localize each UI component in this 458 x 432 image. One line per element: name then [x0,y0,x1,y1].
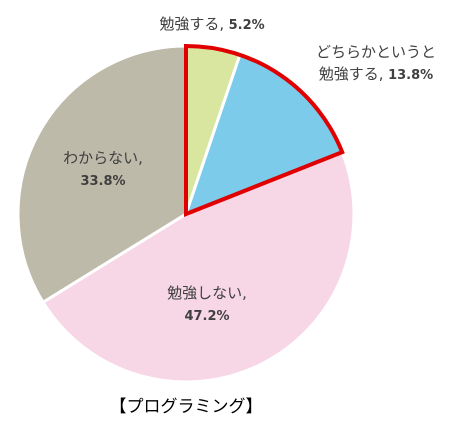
slice-value-label: 13.8% [384,68,434,83]
slice-label-text: わからない, [63,149,143,167]
slice-label-name: 勉強する, [319,65,384,83]
slice-value-label: 47.2% [184,309,229,324]
chart-title: 【プログラミング】 [110,397,263,417]
pie-slice-3 [16,44,188,305]
slice-label-text: 勉強する, 13.8% [319,65,433,83]
slice-value-label: 5.2% [224,18,265,33]
slice-value-label: 33.8% [80,174,125,189]
slice-label-0: 勉強する, 5.2% [159,15,264,33]
pie-slice-2 [40,150,356,384]
slice-label-text: どちらかというと [316,43,436,61]
slice-label-text: 勉強しない, [167,284,247,302]
slice-label-text: 勉強する, 5.2% [159,15,264,33]
slice-label-3: わからない, 33.8% [63,149,143,189]
slice-label-name: 勉強する, [159,15,224,33]
slice-label-2: 勉強しない, 47.2% [167,284,247,324]
highlight-outline [184,43,345,217]
slices-layer [16,44,356,384]
